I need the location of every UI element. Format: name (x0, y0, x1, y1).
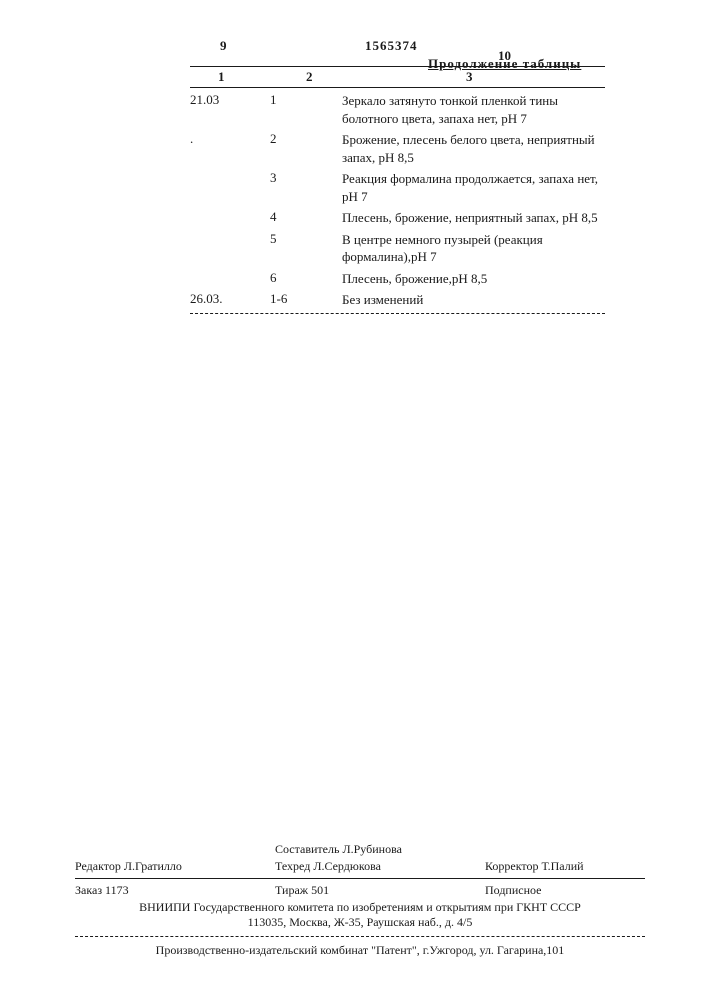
cell-description: В центре немного пузырей (реакция формал… (318, 231, 605, 266)
cell-sample: 4 (252, 209, 318, 225)
cell-sample: 6 (252, 270, 318, 286)
footer: Составитель Л.Рубинова Редактор Л.Гратил… (75, 842, 645, 958)
order-label: Заказ 1173 (75, 883, 275, 898)
cell-date: 26.03. (190, 291, 252, 307)
col-header-1: 1 (190, 69, 288, 85)
table-header-row: 1 2 3 (190, 67, 605, 87)
compiler-label: Составитель Л.Рубинова (275, 842, 485, 857)
cell-description: Реакция формалина продолжается, запаха н… (318, 170, 605, 205)
cell-description: Зеркало затянуто тонкой пленкой тины бол… (318, 92, 605, 127)
document-number: 1565374 (365, 38, 418, 54)
print-run-label: Тираж 501 (275, 883, 485, 898)
table-header-rule (190, 87, 605, 88)
cell-sample: 5 (252, 231, 318, 247)
cell-description: Брожение, плесень белого цвета, неприятн… (318, 131, 605, 166)
table-row: 26.03. 1-6 Без изменений (190, 291, 605, 309)
table-row: 3 Реакция формалина продолжается, запаха… (190, 170, 605, 205)
footer-rule (75, 878, 645, 879)
cell-sample: 3 (252, 170, 318, 186)
cell-sample: 1-6 (252, 291, 318, 307)
col-header-2: 2 (288, 69, 376, 85)
table: 1 2 3 21.03 1 Зеркало затянуто тонкой пл… (190, 66, 605, 314)
subscription-label: Подписное (485, 883, 645, 898)
table-row: 21.03 1 Зеркало затянуто тонкой пленкой … (190, 92, 605, 127)
cell-date: . (190, 131, 252, 147)
col-header-3: 3 (376, 69, 605, 85)
table-row: 5 В центре немного пузырей (реакция форм… (190, 231, 605, 266)
table-row: 6 Плесень, брожение,рН 8,5 (190, 270, 605, 288)
cell-date: 21.03 (190, 92, 252, 108)
corrector-label: Корректор Т.Палий (485, 859, 645, 874)
table-row: . 2 Брожение, плесень белого цвета, непр… (190, 131, 605, 166)
table-row: 4 Плесень, брожение, неприятный запах, р… (190, 209, 605, 227)
cell-description: Плесень, брожение, неприятный запах, рН … (318, 209, 605, 227)
page: 9 1565374 10 Продолжение таблицы 1 2 3 2… (0, 0, 707, 1000)
cell-sample: 2 (252, 131, 318, 147)
org-label: ВНИИПИ Государственного комитета по изоб… (75, 900, 645, 915)
footer-blank (485, 842, 645, 857)
footer-dash-rule (75, 936, 645, 937)
address-2: Производственно-издательский комбинат "П… (75, 943, 645, 958)
address-1: 113035, Москва, Ж-35, Раушская наб., д. … (75, 915, 645, 930)
editor-label: Редактор Л.Гратилло (75, 859, 275, 874)
footer-blank (75, 842, 275, 857)
cell-sample: 1 (252, 92, 318, 108)
tech-label: Техред Л.Сердюкова (275, 859, 485, 874)
cell-description: Без изменений (318, 291, 605, 309)
table-bottom-dash (190, 313, 605, 314)
page-number-left: 9 (220, 38, 227, 54)
cell-description: Плесень, брожение,рН 8,5 (318, 270, 605, 288)
